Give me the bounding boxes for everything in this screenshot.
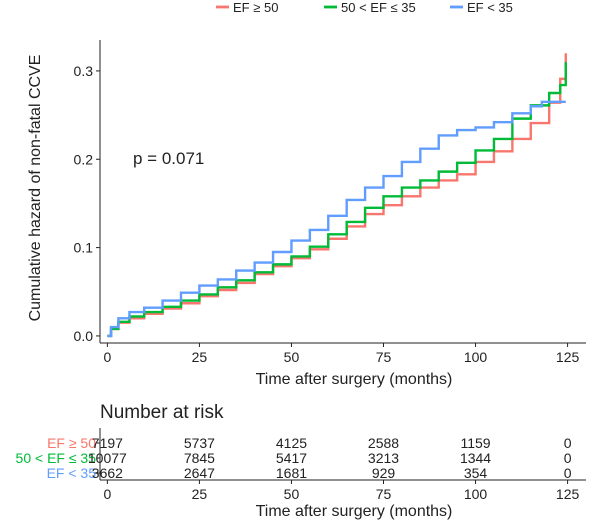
y-tick-label: 0.2 [74,151,94,167]
x-tick-label: 100 [464,349,488,365]
risk-count: 1344 [460,450,491,466]
series-line-1 [107,53,567,338]
risk-row-label-3: EF < 35 [47,465,97,481]
legend-label-2: 50 < EF ≤ 35 [341,0,416,15]
y-ticks: 0.0 0.1 0.2 0.3 [74,63,100,344]
risk-count: 929 [372,465,396,481]
series-line-3 [107,100,566,338]
legend: EF ≥ 50 50 < EF ≤ 35 EF < 35 [216,0,513,15]
y-tick-label: 0.3 [74,63,94,79]
risk-table-x-axis-label: Time after surgery (months) [256,503,453,520]
y-axis-label: Cumulative hazard of non-fatal CCVE [27,55,44,322]
risk-count: 3213 [368,450,399,466]
risk-count: 0 [564,465,572,481]
x-axis-label: Time after surgery (months) [256,371,453,388]
risk-count: 10077 [88,450,127,466]
risk-count: 2588 [368,435,399,451]
risk-count: 0 [564,450,572,466]
risk-count: 2647 [184,465,215,481]
risk-count: 7845 [184,450,215,466]
risk-count: 5417 [276,450,307,466]
x-tick-label: 75 [376,349,392,365]
risk-count: 1681 [276,465,307,481]
risk-row-label-1: EF ≥ 50 [47,435,96,451]
risk-row-label-2: 50 < EF ≤ 35 [16,450,97,466]
risk-count: 7197 [92,435,123,451]
risk-table-title: Number at risk [100,402,224,423]
risk-x-tick-label: 75 [376,486,392,502]
risk-count: 0 [564,435,572,451]
y-tick-label: 0.1 [74,240,94,256]
legend-label-3: EF < 35 [467,0,513,15]
risk-count: 354 [464,465,488,481]
risk-x-tick-label: 25 [192,486,208,502]
risk-count: 3662 [92,465,123,481]
risk-count: 4125 [276,435,307,451]
x-ticks: 0 25 50 75 100 125 [103,343,579,365]
legend-label-1: EF ≥ 50 [233,0,278,15]
x-tick-label: 50 [284,349,300,365]
p-value-annotation: p = 0.071 [133,149,204,168]
x-tick-label: 0 [103,349,111,365]
series-layer [107,53,567,338]
x-tick-label: 25 [192,349,208,365]
y-tick-label: 0.0 [74,328,94,344]
risk-table-x-ticks: 0 25 50 75 100 125 [103,480,579,502]
risk-x-tick-label: 100 [464,486,488,502]
main-plot: 0.0 0.1 0.2 0.3 0 25 50 75 100 125 p = 0.071 Tim… [27,40,586,388]
risk-x-tick-label: 0 [103,486,111,502]
risk-count: 1159 [460,435,490,451]
risk-x-tick-label: 125 [556,486,580,502]
risk-x-tick-label: 50 [284,486,300,502]
x-tick-label: 125 [556,349,580,365]
series-line-2 [107,62,567,338]
risk-count: 5737 [184,435,215,451]
